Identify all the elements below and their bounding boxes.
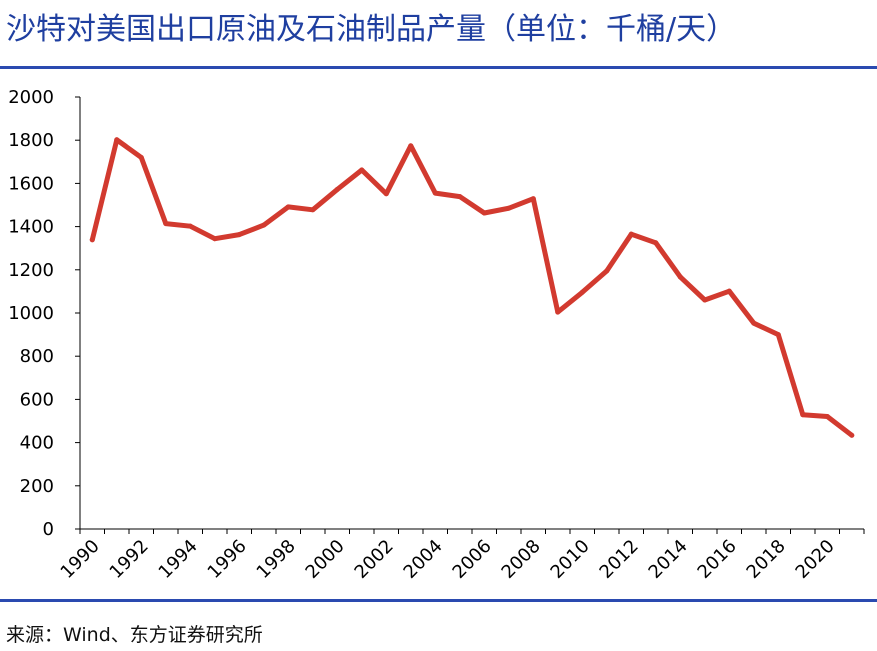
data-point xyxy=(726,288,732,294)
data-point xyxy=(187,223,193,229)
data-point xyxy=(530,196,536,202)
data-point xyxy=(457,194,463,200)
data-point xyxy=(555,309,561,315)
data-point xyxy=(285,204,291,210)
x-tick-label: 2018 xyxy=(743,536,790,583)
x-tick-label: 1994 xyxy=(155,536,202,583)
data-point xyxy=(89,237,95,243)
x-tick-label: 2020 xyxy=(792,536,839,583)
header-divider xyxy=(0,66,877,69)
data-point xyxy=(212,236,218,242)
x-tick-label: 2008 xyxy=(498,536,545,583)
page-title: 沙特对美国出口原油及石油制品产量（单位：千桶/天） xyxy=(6,12,737,47)
data-point xyxy=(236,232,242,238)
x-axis-ticks: 1990 1992 1994 1996 1998 2000 2002 2004 2006 2008… xyxy=(57,529,865,583)
y-tick-label: 2000 xyxy=(8,87,54,108)
data-point xyxy=(383,191,389,197)
data-point xyxy=(114,137,120,143)
series-layer xyxy=(89,137,855,438)
source-note: 来源：Wind、东方证券研究所 xyxy=(6,624,263,646)
x-tick-label: 2006 xyxy=(449,536,496,583)
data-point xyxy=(775,332,781,338)
data-point xyxy=(310,207,316,213)
y-tick-label: 800 xyxy=(20,346,54,367)
y-tick-label: 200 xyxy=(20,476,54,497)
x-tick-label: 2000 xyxy=(302,536,349,583)
data-point xyxy=(849,432,855,438)
line-chart: 0 200 400 600 800 1000 1200 1400 1600 1800 2000 19… xyxy=(8,87,865,583)
data-point xyxy=(702,297,708,303)
x-tick-label: 2004 xyxy=(400,536,447,583)
x-tick-label: 2002 xyxy=(351,536,398,583)
data-point xyxy=(506,205,512,211)
y-tick-label: 0 xyxy=(43,519,54,540)
y-tick-label: 600 xyxy=(20,389,54,410)
x-tick-label: 1998 xyxy=(253,536,300,583)
y-tick-label: 1000 xyxy=(8,303,54,324)
data-point xyxy=(432,190,438,196)
data-point xyxy=(628,231,634,237)
x-tick-label: 2014 xyxy=(645,536,692,583)
data-point xyxy=(579,289,585,295)
x-tick-label: 1992 xyxy=(106,536,153,583)
y-tick-label: 1800 xyxy=(8,130,54,151)
footer-divider xyxy=(0,599,877,602)
data-point xyxy=(334,186,340,192)
y-axis-ticks: 0 200 400 600 800 1000 1200 1400 1600 1800 2000 xyxy=(8,87,80,540)
x-tick-label: 1996 xyxy=(204,536,251,583)
data-point xyxy=(359,167,365,173)
x-tick-label: 2012 xyxy=(596,536,643,583)
data-point xyxy=(677,274,683,280)
y-tick-label: 1400 xyxy=(8,217,54,238)
x-tick-label: 1990 xyxy=(57,536,104,583)
x-tick-label: 2010 xyxy=(547,536,594,583)
data-point xyxy=(163,221,169,227)
x-tick-label: 2016 xyxy=(694,536,741,583)
data-point xyxy=(604,268,610,274)
data-point xyxy=(261,222,267,228)
data-point xyxy=(481,210,487,216)
data-point xyxy=(653,240,659,246)
data-point xyxy=(138,154,144,160)
y-tick-label: 400 xyxy=(20,433,54,454)
data-point xyxy=(751,320,757,326)
data-point xyxy=(408,143,414,149)
series-line xyxy=(89,137,855,438)
data-point xyxy=(800,412,806,418)
y-tick-label: 1200 xyxy=(8,260,54,281)
y-tick-label: 1600 xyxy=(8,173,54,194)
data-point xyxy=(824,413,830,419)
